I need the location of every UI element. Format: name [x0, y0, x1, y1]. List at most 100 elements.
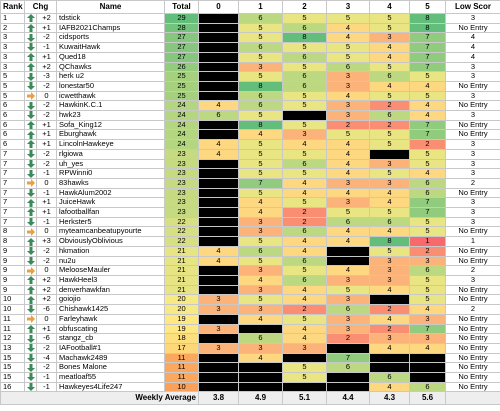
week-score: 6	[409, 381, 446, 393]
week-score: 4	[238, 129, 283, 141]
rank: 7	[0, 207, 25, 218]
week-score: 3	[198, 323, 239, 335]
player-name: RPWinni0	[56, 168, 165, 179]
player-name: HawkAlum2002	[56, 187, 165, 199]
rank: 3	[0, 32, 25, 44]
weekly-average: 4.4	[326, 391, 370, 406]
arrow-icon	[26, 160, 35, 168]
week-score: 4	[369, 80, 410, 92]
header-cell: 0	[198, 0, 239, 14]
arrow-icon	[26, 169, 35, 178]
change: -2	[36, 255, 57, 267]
player-name: JuiceHawk	[56, 197, 165, 209]
week-score: 4	[198, 245, 239, 257]
week-score	[198, 352, 239, 364]
low-score: No Entry	[445, 245, 500, 257]
rank: 3	[0, 42, 25, 53]
player-row: 11 +1 obfuscating 19 3 4 3 2 7 No Entry	[0, 323, 500, 335]
arrow-icon	[26, 92, 35, 100]
low-score: 1	[445, 236, 500, 247]
player-row: 6 -2 hwk23 24 6 5 3 6 4 3	[0, 110, 500, 121]
arrow-icon	[26, 43, 35, 52]
player-name: Bones Malone	[56, 362, 165, 374]
low-score: 3	[445, 168, 500, 179]
total: 23	[164, 148, 199, 160]
rank: 6	[0, 119, 25, 131]
change: -2	[36, 245, 57, 257]
low-score: No Entry	[445, 129, 500, 141]
arrow-icon	[26, 53, 35, 62]
change-arrow	[24, 71, 37, 82]
week-score: 6	[238, 13, 283, 24]
week-score	[198, 32, 239, 44]
week-score: 4	[198, 100, 239, 112]
rank: 3	[0, 61, 25, 73]
week-score: 5	[282, 197, 327, 209]
week-score	[369, 294, 410, 306]
week-score: 4	[326, 236, 370, 247]
player-row: 12 -6 stangz_cb 18 6 4 2 3 3 No Entry	[0, 333, 500, 344]
rank: 6	[0, 100, 25, 112]
player-name: nu2u	[56, 255, 165, 267]
arrow-icon	[26, 33, 35, 42]
change: 0	[36, 90, 57, 102]
week-score: 5	[238, 236, 283, 247]
change: +2	[36, 284, 57, 296]
week-score: 5	[238, 32, 283, 44]
low-score: No Entry	[445, 372, 500, 383]
arrow-icon	[26, 208, 35, 217]
header-cell: Low Scor	[445, 0, 500, 14]
week-score: 5	[369, 245, 410, 257]
rank: 11	[0, 323, 25, 335]
player-name: tdstick	[56, 13, 165, 24]
change: +1	[36, 51, 57, 63]
week-score: 5	[282, 148, 327, 160]
week-score	[238, 323, 283, 335]
player-name: cidsports	[56, 32, 165, 44]
player-name: herk u2	[56, 71, 165, 82]
low-score: No Entry	[445, 381, 500, 393]
week-score: 5	[369, 207, 410, 218]
change: +1	[36, 139, 57, 150]
change: +1	[36, 207, 57, 218]
player-name: rlgiowa	[56, 148, 165, 160]
week-score: 4	[198, 148, 239, 160]
header-cell: 5	[409, 0, 446, 14]
week-score: 3	[326, 100, 370, 112]
rank: 10	[0, 294, 25, 306]
week-score	[282, 352, 327, 364]
change-arrow	[24, 168, 37, 179]
change: -2	[36, 32, 57, 44]
player-row: 9 -2 hkmation 21 4 6 4 5 2 No Entry	[0, 245, 500, 257]
week-score: 5	[326, 284, 370, 296]
change: 0	[36, 177, 57, 189]
change-arrow	[24, 265, 37, 276]
week-score	[238, 362, 283, 374]
week-score: 4	[326, 158, 370, 170]
player-row: 15 -4 Machawk2489 11 4 7 No Entry	[0, 352, 500, 364]
week-score: 4	[369, 342, 410, 354]
week-score: 8	[409, 22, 446, 34]
change-arrow	[24, 32, 37, 44]
change-arrow	[24, 42, 37, 53]
week-score: 6	[369, 372, 410, 383]
player-name: Chishawk1425	[56, 304, 165, 315]
player-row: 6 +1 LincolnHawkeye 24 4 5 4 4 5 2 3	[0, 139, 500, 150]
week-score: 1	[409, 236, 446, 247]
week-score: 5	[238, 187, 283, 199]
week-score: 6	[326, 304, 370, 315]
change: -6	[36, 304, 57, 315]
player-row: 7 0 83hawks 23 7 4 3 3 6 2	[0, 177, 500, 189]
header-cell: Rank	[0, 0, 25, 14]
week-score: 6	[369, 71, 410, 82]
week-score: 6	[369, 110, 410, 121]
week-score: 6	[282, 158, 327, 170]
week-score: 3	[369, 158, 410, 170]
week-score: 5	[282, 372, 327, 383]
rank: 10	[0, 304, 25, 315]
rank: 12	[0, 333, 25, 344]
week-score: 3	[282, 129, 327, 141]
player-name: 83hawks	[56, 177, 165, 189]
arrow-icon	[26, 150, 35, 159]
total: 11	[164, 362, 199, 374]
